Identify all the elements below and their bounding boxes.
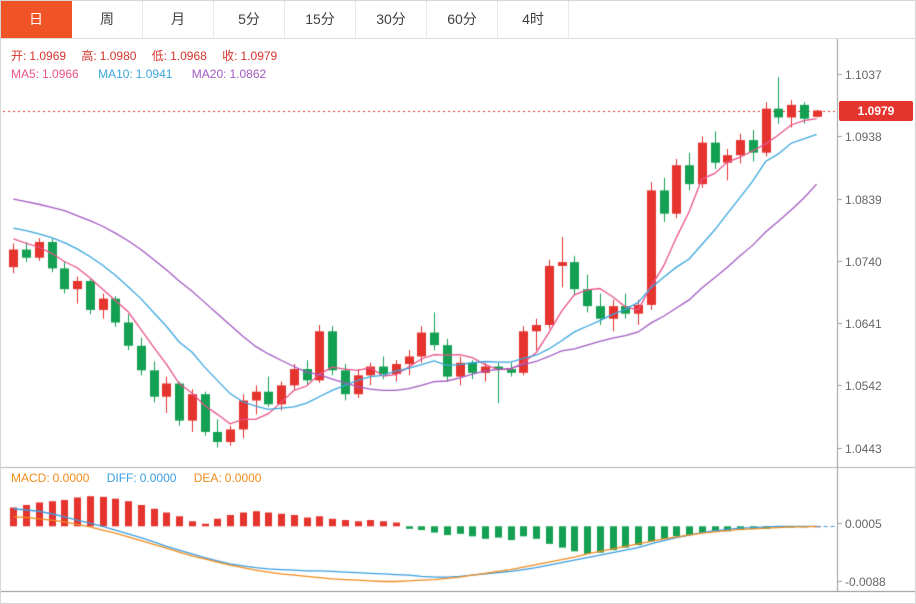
price-axis-tick-label: 1.0641 [845,316,882,331]
open-value: 1.0969 [29,49,67,63]
tab-60min[interactable]: 60分 [427,1,498,38]
close-value: 1.0979 [240,49,278,63]
ma-readout: MA5: 1.0966 MA10: 1.0941 MA20: 1.0862 [11,67,282,81]
low-value: 1.0968 [170,49,207,63]
high-value: 1.0980 [99,49,137,63]
tab-week[interactable]: 周 [72,1,143,38]
open-label: 开: [11,49,27,63]
macd-label: MACD: [11,471,50,485]
tab-5min[interactable]: 5分 [214,1,285,38]
price-axis-tick-label: 1.0839 [845,192,882,207]
price-axis-tick-label: 1.0542 [845,378,882,393]
price-axis-tick-label: 1.1037 [845,67,882,82]
dea-value: 0.0000 [224,471,262,485]
tab-month[interactable]: 月 [143,1,214,38]
macd-readout: MACD: 0.0000 DIFF: 0.0000 DEA: 0.0000 [11,471,275,485]
macd-value: 0.0000 [52,471,90,485]
price-axis: 1.1037 1.0938 1.0839 1.0740 1.0641 1.0542 1.04… [845,1,915,603]
tab-30min[interactable]: 30分 [356,1,427,38]
ma10-label: MA10: [98,67,133,81]
ma5-label: MA5: [11,67,40,81]
ma20-value: 1.0862 [229,67,267,81]
ohlc-readout: 开: 1.0969 高: 1.0980 低: 1.0968 收: 1.0979 [11,47,289,64]
dea-label: DEA: [193,471,222,485]
ma20-label: MA20: [191,67,227,81]
tab-15min[interactable]: 15分 [285,1,356,38]
low-label: 低: [151,49,168,63]
macd-axis: 0.0005 -0.0088 [845,1,915,603]
high-label: 高: [81,49,97,63]
ma5-value: 1.0966 [42,67,79,81]
macd-axis-tick-label: -0.0088 [845,574,886,589]
diff-label: DIFF: [106,471,137,485]
close-label: 收: [222,49,238,63]
diff-value: 0.0000 [139,471,177,485]
timeframe-tabbar: 日 周 月 5分 15分 30分 60分 4时 [1,1,915,39]
price-axis-tick-label: 1.0740 [845,254,882,269]
macd-axis-tick-label: 0.0005 [845,516,882,531]
tab-day[interactable]: 日 [1,1,72,38]
tab-4hour[interactable]: 4时 [498,1,569,38]
current-price-tag: 1.0979 [839,101,913,121]
price-axis-tick-label: 1.0938 [845,129,882,144]
ma10-value: 1.0941 [135,67,173,81]
price-axis-tick-label: 1.0443 [845,441,882,456]
